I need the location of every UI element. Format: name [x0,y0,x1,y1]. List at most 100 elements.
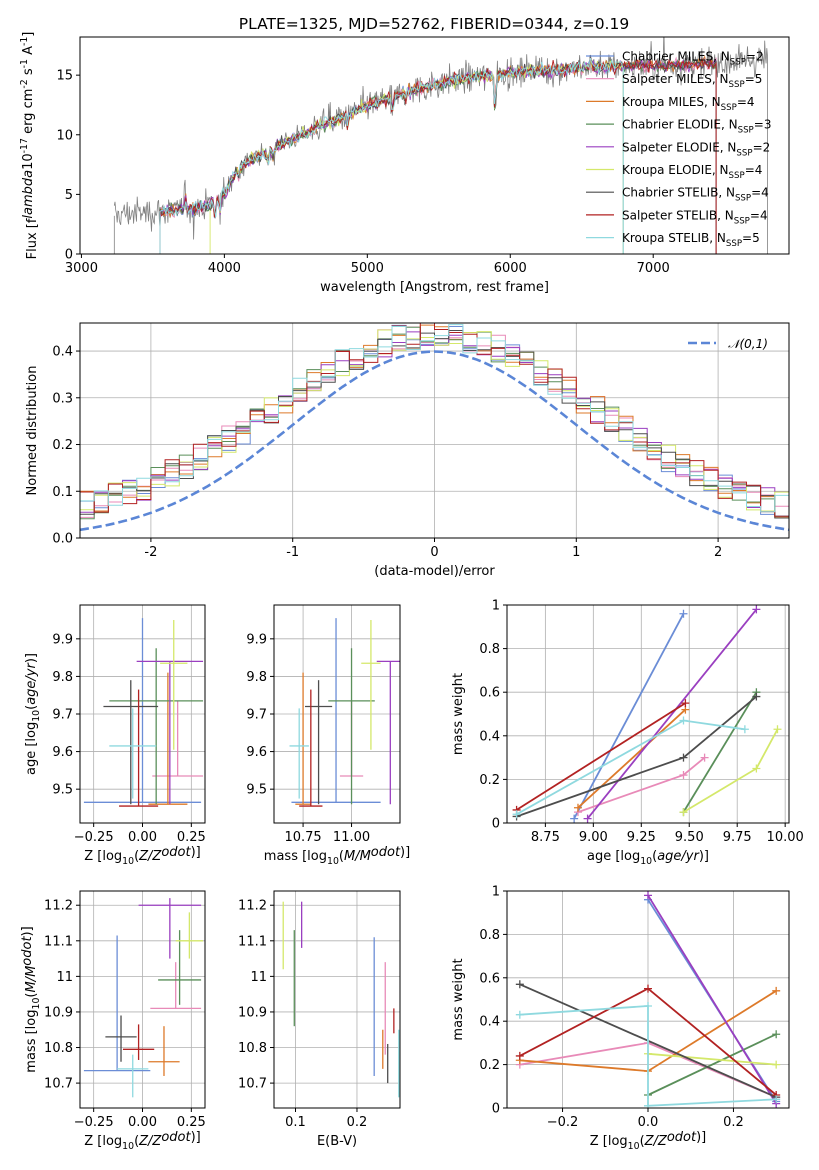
y-tick-label: 9.5 [52,783,73,798]
x-tick-label: −0.25 [74,1115,114,1130]
x-tick-label: 8.75 [531,830,560,845]
mass-weight-point [752,605,761,614]
mass-weight-line [647,1033,777,1096]
mass-weight-line [683,728,779,813]
residual-histogram [80,323,789,517]
x-tick-label: 0.2 [347,1115,368,1130]
z-weight-panel: −0.2 0.0 0.2 0 0.2 0.4 0.6 0.8 1 Z [log10​(Z/Z​od… [451,885,790,1152]
x-tick-label: 6000 [494,261,527,276]
x-tick-label: 9.00 [579,830,608,845]
mass-weight-line [647,1052,777,1066]
legend-entry: Chabrier STELIB, NSSP​=4 [622,186,769,204]
x-tick-label: 9.75 [723,830,752,845]
mass-weight-point [515,980,524,989]
mass-weight-point [772,1030,781,1039]
mass-weight-point [679,753,688,762]
mass-age-xlabel: mass [log10​(M/M​odot)] [264,845,410,867]
ebv-mass-xlabel: E(B-V) [317,1134,357,1149]
y-tick-label: 11.2 [238,899,267,914]
age-weight-xlabel: age [log10​(age/yr)] [587,849,709,867]
legend-entry: Kroupa STELIB, NSSP​=5 [622,231,760,249]
y-tick-label: 9.5 [246,783,267,798]
legend-entry: Salpeter STELIB, NSSP​=4 [622,208,768,226]
mass-weight-point [681,699,690,708]
mass-weight-point [752,764,761,773]
z-mass-plot-area [80,891,205,1108]
x-tick-label: 0.2 [723,1115,744,1130]
mass-weight-point [700,753,709,762]
legend-entry: 𝒩(0,1) [728,337,768,351]
y-tick-label: 11 [56,970,73,985]
model-spectrum-line [159,57,717,254]
model-spectrum-line [159,57,624,254]
y-tick-label: 9.8 [246,670,267,685]
spectrum-ylabel: Flux [f​lambda10-17​ erg cm-2​ s-1​ A-1​… [19,32,40,260]
mass-weight-line [573,613,685,820]
y-tick-label: 0.2 [479,773,500,788]
z-mass-ylabel: mass [log10​(M/M​odot)] [20,926,42,1072]
mass-weight-point [772,986,781,995]
y-tick-label: 0.4 [52,345,73,360]
model-spectrum-line [159,54,717,254]
y-tick-label: 0.2 [479,1058,500,1073]
legend-entry: Salpeter MILES, NSSP​=5 [622,72,762,90]
ebv-mass-panel: 0.1 0.2 10.7 10.8 10.9 11 11.1 11.2 E(B-V) [238,890,401,1149]
y-tick-label: 10.8 [44,1041,73,1056]
y-tick-label: 0.0 [52,532,73,547]
mass-weight-line [682,691,758,813]
z-mass-xlabel: Z [log10​(Z/Z​odot)] [84,1130,201,1152]
mass-weight-point [644,891,652,900]
mass-weight-point [573,803,582,812]
mass-age-plot-area [274,605,400,823]
mass-weight-point [679,771,688,780]
y-tick-label: 10.9 [44,1005,73,1020]
mass-weight-line [516,702,686,811]
age-weight-ylabel: mass weight [451,673,466,755]
ebv-mass-plot-area [274,891,400,1108]
mass-weight-point [772,1060,781,1069]
x-tick-label: 0.25 [177,1115,206,1130]
mass-weight-line [519,1005,777,1107]
y-tick-label: 11.1 [44,934,73,949]
y-tick-label: 11.2 [44,899,73,914]
mass-weight-line [647,894,777,1105]
mass-weight-point [515,1010,524,1019]
residual-histogram [80,329,789,512]
mass-weight-line [586,608,758,820]
x-tick-label: 10.75 [284,830,321,845]
ebv-mass-frame [273,890,401,1109]
y-tick-label: 10.7 [238,1077,267,1092]
x-tick-label: 11.00 [333,830,370,845]
legend-entry: Chabrier ELODIE, NSSP​=3 [622,118,771,136]
x-tick-label: 0.00 [128,1115,157,1130]
mass-weight-point [679,609,688,618]
mass-weight-point [644,1002,652,1011]
mass-weight-point [570,814,579,823]
model-spectrum-line [159,57,717,254]
residual-histogram [80,324,789,513]
normal-reference-curve [80,350,789,532]
age-weight-panel: 8.75 9.00 9.25 9.50 9.75 10.00 0 0.2 0.4 0.6 0.8 1 a… [451,599,804,868]
mass-weight-line [516,695,757,818]
mass-weight-point [512,810,521,819]
x-tick-label: 9.25 [627,830,656,845]
residuals-panel: -2 -1 0 1 2 0.0 0.1 0.2 0.3 0.4 (data-model)/error… [25,322,790,579]
y-tick-label: 15 [56,69,73,84]
y-tick-label: 10.8 [238,1041,267,1056]
z-age-panel: −0.25 0.00 0.25 9.5 9.6 9.7 9.8 9.9 Z [log10​(Z/… [24,604,206,867]
y-tick-label: 9.7 [52,708,73,723]
x-tick-label: -1 [286,545,299,560]
z-weight-xlabel: Z [log10​(Z/Z​odot)] [590,1130,707,1152]
age-weight-frame [506,604,790,824]
z-age-ylabel: age [log10​(age/yr)] [24,653,42,775]
y-tick-label: 9.8 [52,670,73,685]
x-tick-label: 3000 [65,261,98,276]
z-weight-plot-area [507,891,789,1108]
figure-title: PLATE=1325, MJD=52762, FIBERID=0344, z=0… [239,15,629,33]
y-tick-label: 0.8 [479,642,500,657]
y-tick-label: 11.1 [238,934,267,949]
x-tick-label: -2 [144,545,157,560]
age-weight-plot-area [507,605,789,823]
y-tick-label: 5 [65,188,73,203]
spectrum-legend: Chabrier MILES, NSSP​=2 Salpeter MILES, N… [586,50,771,249]
